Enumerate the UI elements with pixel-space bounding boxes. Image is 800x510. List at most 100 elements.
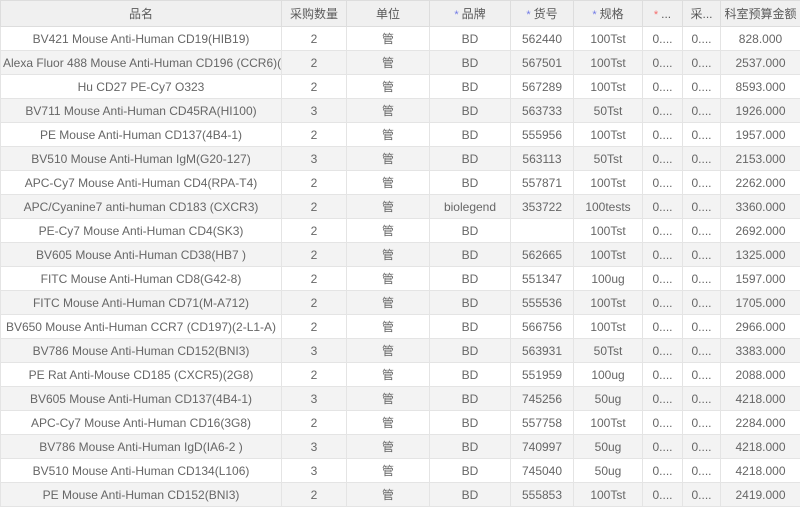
cell-budget-amount[interactable]: 2088.000 xyxy=(720,362,800,387)
cell-specification[interactable]: 100Tst xyxy=(573,74,643,99)
cell-truncated-col-1[interactable]: 0.... xyxy=(642,50,683,75)
cell-budget-amount[interactable]: 2966.000 xyxy=(720,314,800,339)
cell-budget-amount[interactable]: 2153.000 xyxy=(720,146,800,171)
cell-truncated-col-1[interactable]: 0.... xyxy=(642,122,683,147)
cell-product-name[interactable]: APC/Cyanine7 anti-human CD183 (CXCR3) xyxy=(0,194,282,219)
cell-budget-amount[interactable]: 1705.000 xyxy=(720,290,800,315)
cell-specification[interactable]: 50ug xyxy=(573,458,643,483)
cell-truncated-col-1[interactable]: 0.... xyxy=(642,26,683,51)
cell-product-name[interactable]: BV786 Mouse Anti-Human CD152(BNI3) xyxy=(0,338,282,363)
cell-brand[interactable]: BD xyxy=(429,122,511,147)
cell-product-name[interactable]: FITC Mouse Anti-Human CD71(M-A712) xyxy=(0,290,282,315)
cell-specification[interactable]: 100tests xyxy=(573,194,643,219)
cell-truncated-col-1[interactable]: 0.... xyxy=(642,434,683,459)
cell-unit[interactable]: 管 xyxy=(346,194,430,219)
table-row[interactable]: BV510 Mouse Anti-Human CD134(L106) 3 管 BD 74… xyxy=(0,458,800,483)
cell-budget-amount[interactable]: 1926.000 xyxy=(720,98,800,123)
cell-unit[interactable]: 管 xyxy=(346,50,430,75)
cell-truncated-col-2[interactable]: 0.... xyxy=(682,458,721,483)
cell-catalog-number[interactable]: 740997 xyxy=(510,434,574,459)
cell-unit[interactable]: 管 xyxy=(346,482,430,507)
table-row[interactable]: BV510 Mouse Anti-Human IgM(G20-127) 3 管 BD 5… xyxy=(0,146,800,171)
cell-budget-amount[interactable]: 1597.000 xyxy=(720,266,800,291)
cell-brand[interactable]: BD xyxy=(429,218,511,243)
cell-unit[interactable]: 管 xyxy=(346,458,430,483)
cell-budget-amount[interactable]: 2262.000 xyxy=(720,170,800,195)
cell-specification[interactable]: 100Tst xyxy=(573,122,643,147)
cell-truncated-col-1[interactable]: 0.... xyxy=(642,266,683,291)
cell-specification[interactable]: 100Tst xyxy=(573,26,643,51)
cell-truncated-col-1[interactable]: 0.... xyxy=(642,362,683,387)
cell-product-name[interactable]: PE-Cy7 Mouse Anti-Human CD4(SK3) xyxy=(0,218,282,243)
table-row[interactable]: PE Mouse Anti-Human CD137(4B4-1) 2 管 BD 5559… xyxy=(0,122,800,147)
cell-product-name[interactable]: BV510 Mouse Anti-Human CD134(L106) xyxy=(0,458,282,483)
table-row[interactable]: BV786 Mouse Anti-Human CD152(BNI3) 3 管 BD 56… xyxy=(0,338,800,363)
table-row[interactable]: APC/Cyanine7 anti-human CD183 (CXCR3) 2 管 b… xyxy=(0,194,800,219)
cell-truncated-col-1[interactable]: 0.... xyxy=(642,170,683,195)
cell-truncated-col-2[interactable]: 0.... xyxy=(682,434,721,459)
cell-catalog-number[interactable]: 745040 xyxy=(510,458,574,483)
cell-purchase-quantity[interactable]: 3 xyxy=(281,338,347,363)
cell-purchase-quantity[interactable]: 2 xyxy=(281,218,347,243)
table-row[interactable]: BV421 Mouse Anti-Human CD19(HIB19) 2 管 BD 56… xyxy=(0,26,800,51)
cell-purchase-quantity[interactable]: 2 xyxy=(281,290,347,315)
cell-truncated-col-2[interactable]: 0.... xyxy=(682,482,721,507)
cell-specification[interactable]: 50Tst xyxy=(573,146,643,171)
cell-purchase-quantity[interactable]: 3 xyxy=(281,386,347,411)
cell-budget-amount[interactable]: 4218.000 xyxy=(720,386,800,411)
cell-purchase-quantity[interactable]: 2 xyxy=(281,74,347,99)
cell-brand[interactable]: BD xyxy=(429,242,511,267)
cell-budget-amount[interactable]: 828.000 xyxy=(720,26,800,51)
cell-unit[interactable]: 管 xyxy=(346,338,430,363)
table-row[interactable]: BV605 Mouse Anti-Human CD137(4B4-1) 3 管 BD 7… xyxy=(0,386,800,411)
cell-budget-amount[interactable]: 2284.000 xyxy=(720,410,800,435)
cell-unit[interactable]: 管 xyxy=(346,362,430,387)
cell-product-name[interactable]: BV605 Mouse Anti-Human CD137(4B4-1) xyxy=(0,386,282,411)
cell-product-name[interactable]: FITC Mouse Anti-Human CD8(G42-8) xyxy=(0,266,282,291)
cell-catalog-number[interactable]: 562440 xyxy=(510,26,574,51)
cell-truncated-col-2[interactable]: 0.... xyxy=(682,410,721,435)
cell-truncated-col-1[interactable]: 0.... xyxy=(642,194,683,219)
cell-truncated-col-2[interactable]: 0.... xyxy=(682,266,721,291)
cell-product-name[interactable]: BV605 Mouse Anti-Human CD38(HB7 ) xyxy=(0,242,282,267)
cell-product-name[interactable]: Alexa Fluor 488 Mouse Anti-Human CD196 (… xyxy=(0,50,282,75)
cell-truncated-col-1[interactable]: 0.... xyxy=(642,146,683,171)
cell-specification[interactable]: 100ug xyxy=(573,362,643,387)
cell-truncated-col-2[interactable]: 0.... xyxy=(682,314,721,339)
table-row[interactable]: BV786 Mouse Anti-Human IgD(IA6-2 ) 3 管 BD 74… xyxy=(0,434,800,459)
cell-purchase-quantity[interactable]: 2 xyxy=(281,26,347,51)
cell-catalog-number[interactable]: 551347 xyxy=(510,266,574,291)
cell-specification[interactable]: 100Tst xyxy=(573,290,643,315)
cell-catalog-number[interactable]: 353722 xyxy=(510,194,574,219)
cell-catalog-number[interactable]: 557758 xyxy=(510,410,574,435)
cell-specification[interactable]: 100Tst xyxy=(573,50,643,75)
table-row[interactable]: BV650 Mouse Anti-Human CCR7 (CD197)(2-L1… xyxy=(0,314,800,339)
cell-budget-amount[interactable]: 4218.000 xyxy=(720,434,800,459)
table-row[interactable]: BV605 Mouse Anti-Human CD38(HB7 ) 2 管 BD 562… xyxy=(0,242,800,267)
table-row[interactable]: Hu CD27 PE-Cy7 O323 2 管 BD 567289 100Tst 0....… xyxy=(0,74,800,99)
cell-product-name[interactable]: APC-Cy7 Mouse Anti-Human CD16(3G8) xyxy=(0,410,282,435)
cell-truncated-col-1[interactable]: 0.... xyxy=(642,74,683,99)
cell-truncated-col-2[interactable]: 0.... xyxy=(682,122,721,147)
cell-purchase-quantity[interactable]: 2 xyxy=(281,194,347,219)
table-row[interactable]: BV711 Mouse Anti-Human CD45RA(HI100) 3 管 BD… xyxy=(0,98,800,123)
cell-unit[interactable]: 管 xyxy=(346,410,430,435)
cell-purchase-quantity[interactable]: 2 xyxy=(281,170,347,195)
cell-purchase-quantity[interactable]: 3 xyxy=(281,434,347,459)
cell-truncated-col-1[interactable]: 0.... xyxy=(642,218,683,243)
cell-catalog-number[interactable]: 563113 xyxy=(510,146,574,171)
cell-specification[interactable]: 50ug xyxy=(573,386,643,411)
cell-brand[interactable]: BD xyxy=(429,98,511,123)
cell-unit[interactable]: 管 xyxy=(346,266,430,291)
cell-purchase-quantity[interactable]: 2 xyxy=(281,242,347,267)
cell-product-name[interactable]: Hu CD27 PE-Cy7 O323 xyxy=(0,74,282,99)
cell-truncated-col-2[interactable]: 0.... xyxy=(682,362,721,387)
cell-brand[interactable]: BD xyxy=(429,266,511,291)
cell-truncated-col-1[interactable]: 0.... xyxy=(642,482,683,507)
table-row[interactable]: FITC Mouse Anti-Human CD71(M-A712) 2 管 BD 55… xyxy=(0,290,800,315)
cell-product-name[interactable]: BV786 Mouse Anti-Human IgD(IA6-2 ) xyxy=(0,434,282,459)
cell-purchase-quantity[interactable]: 2 xyxy=(281,266,347,291)
cell-truncated-col-1[interactable]: 0.... xyxy=(642,386,683,411)
cell-brand[interactable]: BD xyxy=(429,290,511,315)
cell-budget-amount[interactable]: 4218.000 xyxy=(720,458,800,483)
